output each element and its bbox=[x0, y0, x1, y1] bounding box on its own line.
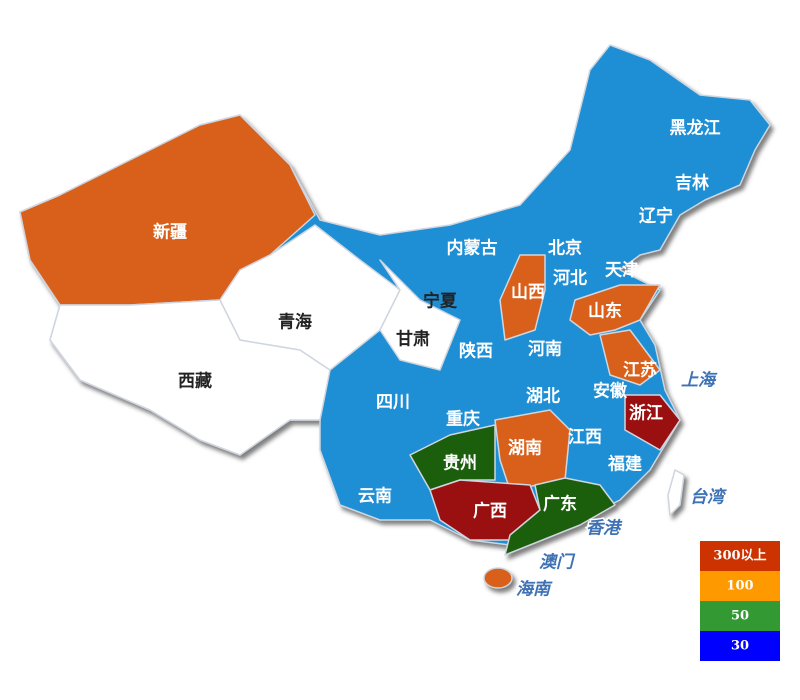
region-label: 吉林 bbox=[675, 173, 709, 194]
region-shape bbox=[504, 477, 616, 556]
legend-swatch bbox=[700, 571, 780, 601]
legend-swatch bbox=[700, 631, 780, 661]
region-shape bbox=[499, 254, 546, 341]
legend-swatch bbox=[700, 541, 780, 571]
region-label: 云南 bbox=[358, 486, 392, 507]
region-label: 海南 bbox=[516, 580, 553, 600]
region-label: 四川 bbox=[376, 393, 410, 413]
labels: 新疆 西藏 青海 甘肃 内蒙古 黑龙江 吉林 辽宁 北京 天津 河北 宁夏 山西… bbox=[153, 118, 728, 602]
legend-label: 300以上 bbox=[713, 549, 766, 564]
region-label: 澳门 bbox=[539, 553, 576, 573]
region-label: 山东 bbox=[588, 301, 622, 322]
region-label: 上海 bbox=[681, 371, 718, 391]
region-label: 广东 bbox=[543, 494, 577, 515]
legend-swatch bbox=[700, 601, 780, 631]
region-shape bbox=[667, 469, 685, 516]
region-label: 香港 bbox=[586, 519, 623, 539]
region-label: 江苏 bbox=[623, 360, 657, 381]
region-shape bbox=[624, 394, 681, 451]
region-label: 湖北 bbox=[526, 387, 560, 407]
region-label: 新疆 bbox=[153, 222, 187, 243]
region-shape bbox=[599, 329, 661, 386]
region-label: 重庆 bbox=[446, 409, 480, 430]
region-shape bbox=[379, 259, 461, 371]
region-label: 宁夏 bbox=[423, 291, 458, 312]
region-label: 辽宁 bbox=[639, 206, 673, 227]
region-shape bbox=[483, 567, 513, 589]
region-label: 湖南 bbox=[508, 438, 542, 459]
region-label: 山西 bbox=[511, 283, 545, 303]
legend-label: 50 bbox=[731, 609, 749, 624]
region-label: 河南 bbox=[528, 339, 562, 360]
region-label: 天津 bbox=[605, 260, 639, 281]
region-label: 北京 bbox=[548, 238, 582, 259]
region-label: 黑龙江 bbox=[670, 118, 721, 139]
legend-label: 30 bbox=[731, 639, 749, 654]
region-label: 青海 bbox=[278, 312, 312, 333]
region-label: 台湾 bbox=[690, 488, 727, 508]
region-label: 江西 bbox=[568, 428, 602, 448]
region-label: 贵州 bbox=[443, 453, 477, 474]
region-label: 安徽 bbox=[593, 381, 628, 402]
region-label: 河北 bbox=[553, 269, 587, 289]
region-label: 浙江 bbox=[629, 403, 663, 424]
region-label: 西藏 bbox=[178, 372, 212, 392]
region-label: 福建 bbox=[607, 454, 642, 475]
legend: 300以上 100 50 30 bbox=[700, 541, 780, 661]
region-label: 陕西 bbox=[459, 341, 493, 362]
region-shape bbox=[569, 284, 661, 336]
region-label: 内蒙古 bbox=[447, 238, 498, 259]
legend-label: 100 bbox=[726, 579, 753, 594]
map-shapes bbox=[19, 44, 771, 589]
region-label: 甘肃 bbox=[396, 329, 430, 350]
region-label: 广西 bbox=[473, 501, 507, 522]
